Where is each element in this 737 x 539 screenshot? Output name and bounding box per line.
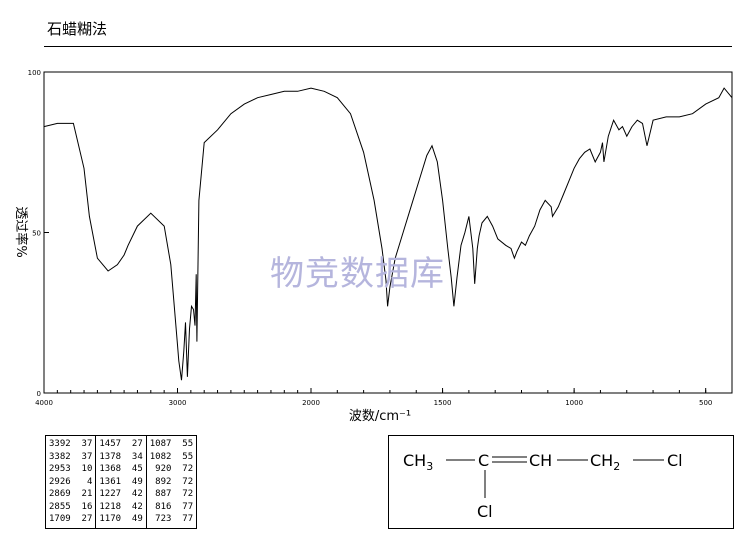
peak-table-row: 816 77 <box>150 501 193 514</box>
peak-transmittance: 55 <box>171 451 194 462</box>
peak-table-row: 723 77 <box>150 513 193 526</box>
peak-transmittance: 72 <box>171 476 194 487</box>
peak-table-row: 2869 21 <box>49 488 92 501</box>
peak-transmittance: 49 <box>121 476 143 487</box>
peak-table-row: 920 72 <box>150 463 193 476</box>
peak-wavenumber: 1087 <box>149 439 172 449</box>
y-axis-ticks: 0 50 100 <box>28 69 49 398</box>
x-tick-label: 2000 <box>302 399 320 407</box>
y-tick-label: 0 <box>37 390 41 398</box>
peak-table-row: 1082 55 <box>150 451 193 464</box>
peak-transmittance: 37 <box>70 439 93 449</box>
peak-transmittance: 42 <box>121 501 143 512</box>
peak-wavenumber: 3392 <box>49 439 71 449</box>
peak-transmittance: 27 <box>121 439 143 449</box>
peak-table-row: 1227 42 <box>99 488 142 501</box>
peak-table-row: 1361 49 <box>99 476 142 489</box>
peak-wavenumber: 1082 <box>149 451 172 462</box>
peak-table-column: 3392 37 3382 37 2953 10 2926 4 2869 21 2855 1… <box>46 436 95 528</box>
structure-ch: CH <box>529 451 552 470</box>
peak-table-row: 1368 45 <box>99 463 142 476</box>
peak-wavenumber: 3382 <box>49 451 71 462</box>
structure-ch3: CH3 <box>403 451 433 473</box>
peak-wavenumber: 920 <box>149 464 172 474</box>
peak-transmittance: 77 <box>171 501 194 512</box>
peak-transmittance: 45 <box>121 464 143 474</box>
plot-frame <box>43 71 733 394</box>
peak-transmittance: 77 <box>171 514 194 524</box>
peak-table-row: 892 72 <box>150 476 193 489</box>
peak-transmittance: 27 <box>70 514 93 524</box>
peak-table-row: 3382 37 <box>49 451 92 464</box>
peak-transmittance: 16 <box>70 501 93 512</box>
peak-transmittance: 55 <box>171 439 194 449</box>
x-axis-ticks: 4000 3000 2000 1500 1000 500 <box>35 388 712 407</box>
structure-ch2: CH2 <box>590 451 620 473</box>
peak-wavenumber: 892 <box>149 476 172 487</box>
peak-wavenumber: 2926 <box>49 476 71 487</box>
peak-table-row: 1457 27 <box>99 438 142 451</box>
peak-transmittance: 72 <box>171 489 194 499</box>
peak-wavenumber: 816 <box>149 501 172 512</box>
watermark-text: 物竞数据库 <box>270 254 445 294</box>
peak-wavenumber: 2953 <box>49 464 71 474</box>
x-tick-label: 1000 <box>565 399 583 407</box>
x-tick-label: 500 <box>699 399 712 407</box>
peak-transmittance: 34 <box>121 451 143 462</box>
peak-table-row: 1087 55 <box>150 438 193 451</box>
y-axis-label: 透过率% <box>13 206 29 257</box>
peak-wavenumber: 2869 <box>49 489 71 499</box>
title-divider <box>44 46 732 47</box>
peak-table-row: 2855 16 <box>49 501 92 514</box>
peak-wavenumber: 723 <box>149 514 172 524</box>
peak-wavenumber: 1227 <box>99 489 122 499</box>
peak-table: 3392 37 3382 37 2953 10 2926 4 2869 21 2855 1… <box>45 435 198 529</box>
peak-wavenumber: 1218 <box>99 501 122 512</box>
peak-wavenumber: 1378 <box>99 451 122 462</box>
peak-wavenumber: 2855 <box>49 501 71 512</box>
chemical-structure: CH3 C CH CH2 Cl Cl <box>388 435 734 529</box>
peak-transmittance: 4 <box>70 476 93 487</box>
x-tick-label: 3000 <box>169 399 187 407</box>
peak-wavenumber: 1170 <box>99 514 122 524</box>
peak-wavenumber: 1457 <box>99 439 122 449</box>
y-tick-label: 100 <box>28 69 41 77</box>
x-axis-label: 波数/cm⁻¹ <box>349 409 411 424</box>
peak-table-row: 887 72 <box>150 488 193 501</box>
ir-spectrum-chart: 4000 3000 2000 1500 1000 500 0 50 100 波数/cm⁻¹ 透… <box>13 69 733 424</box>
peak-transmittance: 37 <box>70 451 93 462</box>
page-title: 石蜡糊法 <box>47 20 108 38</box>
peak-table-column: 1457 27 1378 34 1368 45 1361 49 1227 42 1218 … <box>95 436 145 528</box>
peak-table-row: 2926 4 <box>49 476 92 489</box>
peak-wavenumber: 1368 <box>99 464 122 474</box>
peak-table-row: 1709 27 <box>49 513 92 526</box>
peak-table-row: 1378 34 <box>99 451 142 464</box>
peak-wavenumber: 887 <box>149 489 172 499</box>
peak-table-column: 1087 55 1082 55 920 72 892 72 887 72 816 … <box>145 436 196 528</box>
structure-cl-bottom: Cl <box>477 502 493 521</box>
spectrum-line <box>43 87 733 381</box>
peak-transmittance: 49 <box>121 514 143 524</box>
peak-table-row: 3392 37 <box>49 438 92 451</box>
x-tick-label: 1500 <box>434 399 452 407</box>
x-tick-label: 4000 <box>35 399 53 407</box>
peak-table-row: 1218 42 <box>99 501 142 514</box>
peak-transmittance: 72 <box>171 464 194 474</box>
peak-transmittance: 21 <box>70 489 93 499</box>
structure-c: C <box>478 451 489 470</box>
peak-transmittance: 42 <box>121 489 143 499</box>
peak-table-row: 1170 49 <box>99 513 142 526</box>
peak-wavenumber: 1709 <box>49 514 71 524</box>
peak-table-row: 2953 10 <box>49 463 92 476</box>
structure-cl-right: Cl <box>667 451 683 470</box>
peak-transmittance: 10 <box>70 464 93 474</box>
peak-wavenumber: 1361 <box>99 476 122 487</box>
y-tick-label: 50 <box>32 230 41 238</box>
